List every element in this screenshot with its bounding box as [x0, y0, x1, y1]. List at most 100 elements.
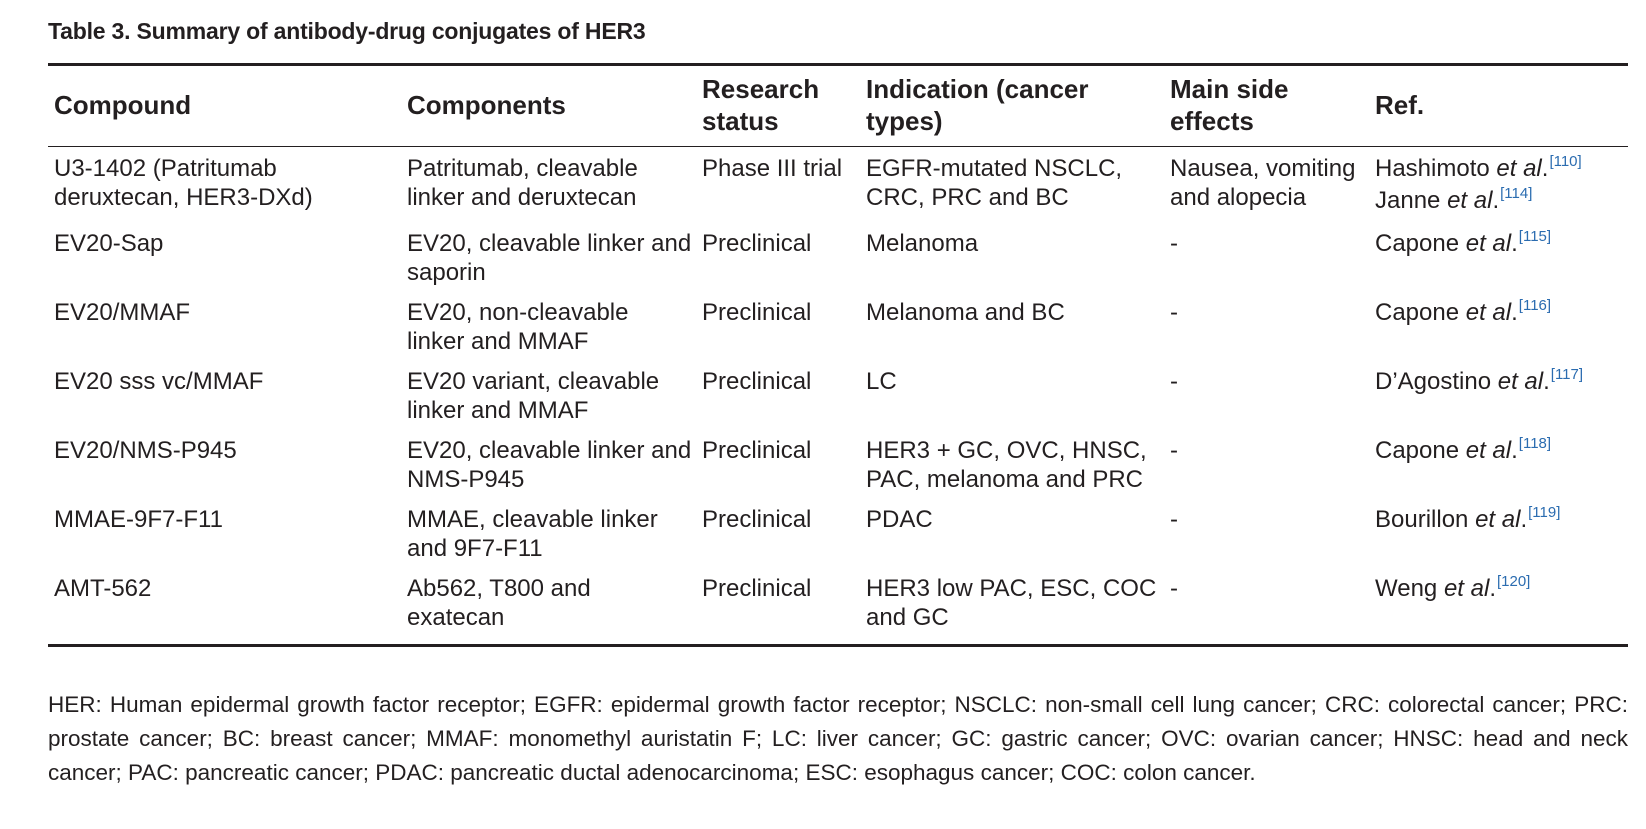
ref-author: Weng — [1375, 575, 1438, 602]
citation-link[interactable]: [120] — [1496, 573, 1531, 590]
table-row: EV20-Sap EV20, cleavable linker and sapor… — [48, 228, 1628, 298]
ref-et-al: et al — [1465, 230, 1512, 257]
reference: D’Agostino et al.[117] — [1375, 366, 1624, 399]
citation-link[interactable]: [116] — [1518, 297, 1552, 314]
ref-period: . — [1511, 437, 1518, 464]
cell-compound: AMT-562 — [54, 575, 152, 602]
ref-period: . — [1511, 299, 1518, 326]
header-compound: Compound — [48, 64, 401, 147]
ref-author: Bourillon — [1375, 506, 1469, 533]
ref-period: . — [1543, 368, 1550, 395]
ref-period: . — [1541, 155, 1549, 182]
ref-period: . — [1520, 506, 1528, 533]
cell-components: EV20, cleavable linker and saporin — [407, 230, 692, 286]
cell-compound: EV20/MMAF — [54, 299, 191, 326]
table-row: EV20/NMS-P945 EV20, cleavable linker and … — [48, 435, 1628, 505]
reference: Bourillon et al.[119] — [1375, 504, 1624, 537]
cell-ref: Hashimoto et al.[110] Janne et al.[114] — [1365, 147, 1628, 230]
cell-compound: EV20/NMS-P945 — [54, 437, 237, 464]
ref-author: Capone — [1375, 299, 1460, 326]
cell-indication: Melanoma — [866, 230, 979, 257]
ref-et-al: et al — [1465, 437, 1512, 464]
cell-components: EV20 variant, cleavable linker and MMAF — [407, 368, 660, 424]
cell-ref: D’Agostino et al.[117] — [1365, 366, 1628, 436]
cell-components: MMAE, cleavable linker and 9F7-F11 — [407, 506, 658, 562]
table-title: Table 3. Summary of antibody-drug conjug… — [48, 18, 646, 44]
table-body: U3-1402 (Patritumab deruxtecan, HER3-DXd… — [48, 147, 1628, 646]
cell-side-effects: - — [1170, 368, 1178, 395]
ref-author: Hashimoto — [1375, 155, 1490, 182]
citation-link[interactable]: [114] — [1500, 185, 1533, 202]
cell-components: EV20, cleavable linker and NMS-P945 — [407, 437, 692, 493]
reference: Capone et al.[116] — [1375, 297, 1624, 330]
citation-link[interactable]: [115] — [1518, 228, 1552, 245]
cell-ref: Weng et al.[120] — [1365, 573, 1628, 646]
table-row: AMT-562 Ab562, T800 and exatecan Preclinic… — [48, 573, 1628, 646]
table-footnote: HER: Human epidermal growth factor recep… — [48, 692, 1628, 785]
cell-research-status: Preclinical — [702, 437, 812, 464]
ref-period: . — [1511, 230, 1518, 257]
ref-et-al: et al — [1447, 187, 1493, 214]
cell-research-status: Preclinical — [702, 299, 812, 326]
cell-side-effects: - — [1170, 437, 1178, 464]
table-row: U3-1402 (Patritumab deruxtecan, HER3-DXd… — [48, 147, 1628, 230]
header-components: Components — [401, 64, 696, 147]
cell-side-effects: - — [1170, 230, 1178, 257]
ref-et-al: et al — [1496, 155, 1542, 182]
cell-components: Patritumab, cleavable linker and deruxte… — [407, 155, 638, 211]
cell-compound: MMAE-9F7-F11 — [54, 506, 223, 533]
cell-research-status: Preclinical — [702, 368, 812, 395]
reference: Weng et al.[120] — [1375, 573, 1624, 606]
citation-link[interactable]: [117] — [1550, 366, 1584, 383]
cell-compound: EV20-Sap — [54, 230, 164, 257]
reference: Capone et al.[118] — [1375, 435, 1624, 468]
header-side-effects: Main side effects — [1164, 64, 1365, 147]
ref-et-al: et al — [1475, 506, 1521, 533]
cell-ref: Capone et al.[116] — [1365, 297, 1628, 367]
table-row: EV20/MMAF EV20, non-cleavable linker and … — [48, 297, 1628, 367]
reference: Hashimoto et al.[110] — [1375, 153, 1624, 186]
cell-indication: HER3 low PAC, ESC, COC and GC — [866, 575, 1157, 631]
cell-research-status: Preclinical — [702, 575, 812, 602]
header-ref: Ref. — [1365, 64, 1628, 147]
cell-ref: Bourillon et al.[119] — [1365, 504, 1628, 574]
cell-indication: Melanoma and BC — [866, 299, 1065, 326]
header-indication: Indication (cancer types) — [860, 64, 1164, 147]
cell-ref: Capone et al.[115] — [1365, 228, 1628, 298]
cell-indication: LC — [866, 368, 897, 395]
reference: Capone et al.[115] — [1375, 228, 1624, 261]
cell-side-effects: - — [1170, 575, 1178, 602]
ref-period: . — [1492, 187, 1500, 214]
adc-summary-table: Compound Components Research status Indi… — [48, 63, 1628, 647]
header-research-status: Research status — [696, 64, 860, 147]
cell-side-effects: - — [1170, 299, 1178, 326]
cell-compound: U3-1402 (Patritumab deruxtecan, HER3-DXd… — [54, 155, 313, 211]
table-row: EV20 sss vc/MMAF EV20 variant, cleavable … — [48, 366, 1628, 436]
ref-period: . — [1489, 575, 1496, 602]
ref-author: Capone — [1375, 230, 1460, 257]
cell-indication: EGFR-mutated NSCLC, CRC, PRC and BC — [866, 155, 1123, 211]
cell-research-status: Preclinical — [702, 506, 812, 533]
cell-components: Ab562, T800 and exatecan — [407, 575, 591, 631]
citation-link[interactable]: [118] — [1518, 435, 1552, 452]
ref-et-al: et al — [1465, 299, 1512, 326]
citation-link[interactable]: [119] — [1528, 504, 1561, 521]
cell-compound: EV20 sss vc/MMAF — [54, 368, 264, 395]
table-row: MMAE-9F7-F11 MMAE, cleavable linker and 9… — [48, 504, 1628, 574]
cell-research-status: Preclinical — [702, 230, 812, 257]
cell-ref: Capone et al.[118] — [1365, 435, 1628, 505]
cell-components: EV20, non-cleavable linker and MMAF — [407, 299, 629, 355]
citation-link[interactable]: [110] — [1549, 153, 1582, 170]
ref-et-al: et al — [1443, 575, 1490, 602]
ref-author: Capone — [1375, 437, 1460, 464]
cell-indication: HER3 + GC, OVC, HNSC, PAC, melanoma and … — [866, 437, 1147, 493]
cell-indication: PDAC — [866, 506, 933, 533]
ref-et-al: et al — [1497, 368, 1544, 395]
header-row: Compound Components Research status Indi… — [48, 64, 1628, 147]
cell-side-effects: - — [1170, 506, 1178, 533]
ref-author: D’Agostino — [1375, 368, 1492, 395]
reference: Janne et al.[114] — [1375, 185, 1624, 218]
cell-side-effects: Nausea, vomiting and alopecia — [1170, 155, 1356, 211]
cell-research-status: Phase III trial — [702, 155, 843, 182]
